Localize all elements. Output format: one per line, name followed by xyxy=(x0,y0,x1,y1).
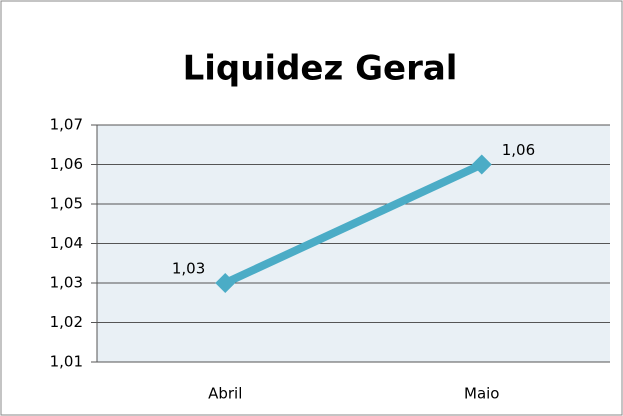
marker xyxy=(215,273,236,293)
y-tick-label: 1,04 xyxy=(50,234,83,252)
marker xyxy=(471,154,492,175)
line xyxy=(223,160,484,287)
data-label: 1,06 xyxy=(502,141,535,159)
x-tick-label: Maio xyxy=(464,385,499,403)
y-tick-label: 1,01 xyxy=(50,353,83,371)
y-tick-label: 1,03 xyxy=(50,274,83,292)
data-label: 1,03 xyxy=(172,260,205,278)
chart-title: Liquidez Geral xyxy=(183,49,458,89)
x-tick-label: Abril xyxy=(208,385,242,403)
y-tick-label: 1,02 xyxy=(50,313,83,331)
y-tick-label: 1,07 xyxy=(50,116,83,134)
y-tick-label: 1,05 xyxy=(50,195,83,213)
y-tick-label: 1,06 xyxy=(50,155,83,173)
